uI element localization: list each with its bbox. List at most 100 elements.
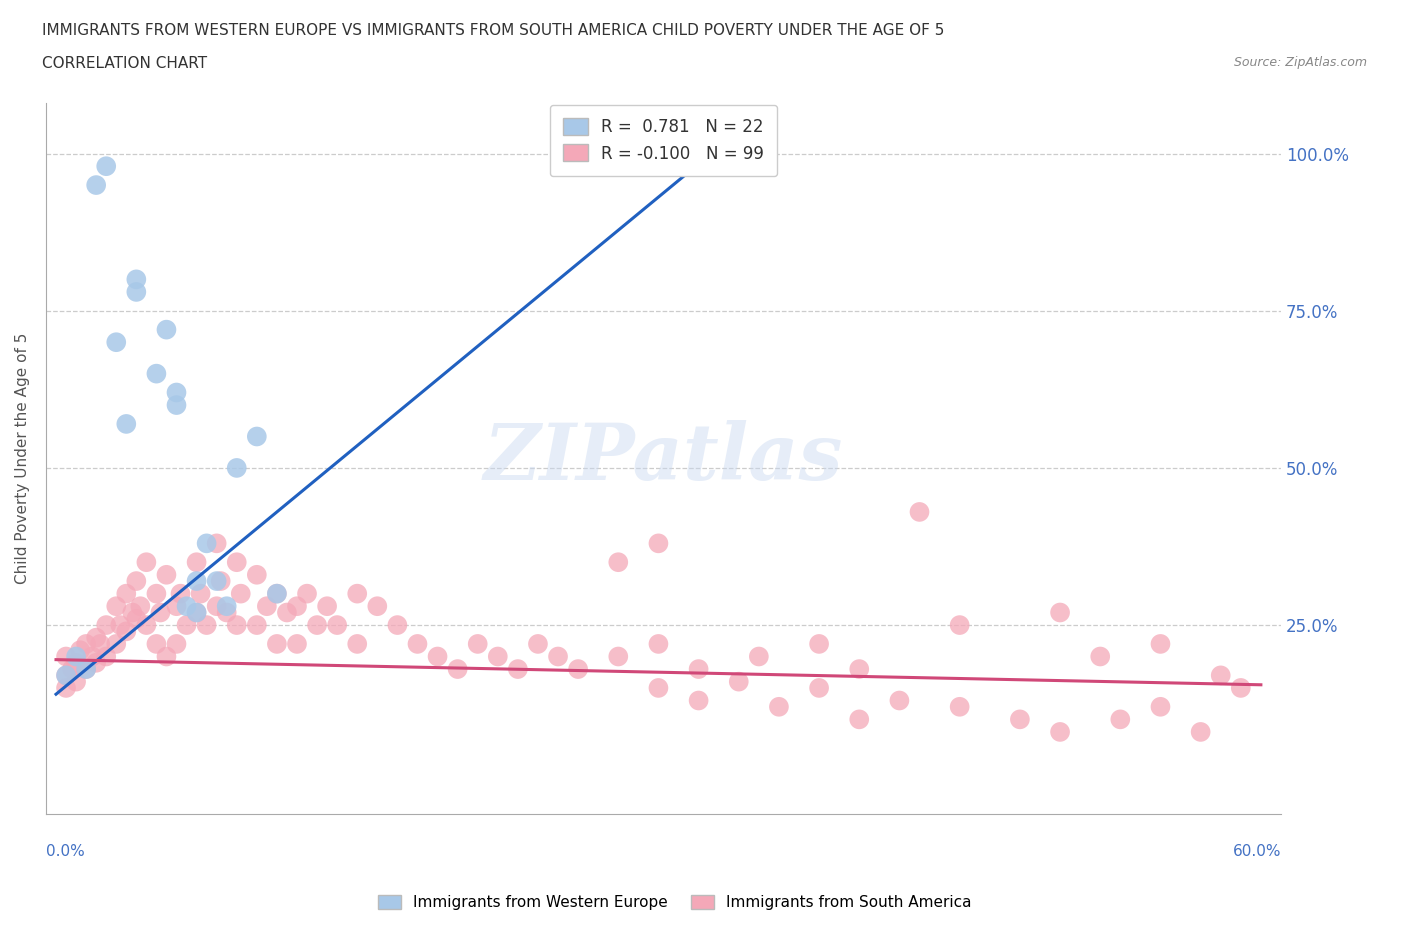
- Point: [908, 504, 931, 519]
- Point: [266, 636, 288, 651]
- Text: CORRELATION CHART: CORRELATION CHART: [42, 56, 207, 71]
- Point: [225, 618, 247, 632]
- Point: [82, 649, 104, 664]
- Point: [406, 636, 429, 651]
- Point: [215, 599, 238, 614]
- Point: [125, 574, 148, 589]
- Point: [1149, 699, 1171, 714]
- Point: [176, 599, 198, 614]
- Point: [426, 649, 449, 664]
- Point: [75, 661, 97, 676]
- Point: [285, 636, 308, 651]
- Point: [768, 699, 790, 714]
- Point: [647, 681, 669, 696]
- Y-axis label: Child Poverty Under the Age of 5: Child Poverty Under the Age of 5: [15, 333, 30, 584]
- Point: [316, 599, 339, 614]
- Point: [195, 536, 218, 551]
- Legend: R =  0.781   N = 22, R = -0.100   N = 99: R = 0.781 N = 22, R = -0.100 N = 99: [550, 104, 778, 176]
- Point: [145, 636, 167, 651]
- Point: [105, 636, 128, 651]
- Point: [55, 681, 77, 696]
- Point: [647, 536, 669, 551]
- Point: [149, 605, 172, 620]
- Point: [889, 693, 911, 708]
- Point: [125, 272, 148, 286]
- Point: [285, 599, 308, 614]
- Point: [129, 599, 152, 614]
- Point: [84, 631, 107, 645]
- Point: [1049, 605, 1071, 620]
- Point: [246, 567, 269, 582]
- Point: [121, 605, 143, 620]
- Point: [105, 335, 128, 350]
- Point: [60, 661, 83, 676]
- Point: [65, 656, 87, 671]
- Point: [1008, 712, 1031, 727]
- Point: [110, 618, 132, 632]
- Point: [115, 417, 138, 432]
- Point: [186, 605, 208, 620]
- Point: [1090, 649, 1112, 664]
- Point: [387, 618, 409, 632]
- Text: IMMIGRANTS FROM WESTERN EUROPE VS IMMIGRANTS FROM SOUTH AMERICA CHILD POVERTY UN: IMMIGRANTS FROM WESTERN EUROPE VS IMMIGR…: [42, 23, 945, 38]
- Point: [326, 618, 349, 632]
- Point: [266, 586, 288, 601]
- Point: [366, 599, 388, 614]
- Point: [848, 712, 870, 727]
- Point: [115, 586, 138, 601]
- Point: [229, 586, 252, 601]
- Point: [607, 555, 630, 570]
- Point: [145, 366, 167, 381]
- Text: ZIPatlas: ZIPatlas: [484, 420, 844, 497]
- Point: [346, 586, 368, 601]
- Point: [105, 599, 128, 614]
- Point: [688, 693, 710, 708]
- Point: [808, 681, 831, 696]
- Text: Source: ZipAtlas.com: Source: ZipAtlas.com: [1233, 56, 1367, 69]
- Point: [155, 649, 177, 664]
- Point: [307, 618, 329, 632]
- Point: [55, 668, 77, 683]
- Point: [486, 649, 509, 664]
- Point: [225, 555, 247, 570]
- Point: [96, 649, 118, 664]
- Point: [467, 636, 489, 651]
- Point: [688, 661, 710, 676]
- Point: [1189, 724, 1212, 739]
- Point: [135, 618, 157, 632]
- Point: [567, 661, 589, 676]
- Point: [145, 586, 167, 601]
- Point: [89, 636, 111, 651]
- Point: [215, 605, 238, 620]
- Point: [547, 649, 569, 664]
- Point: [446, 661, 468, 676]
- Point: [647, 636, 669, 651]
- Point: [276, 605, 298, 620]
- Point: [65, 649, 87, 664]
- Point: [96, 159, 118, 174]
- Point: [205, 599, 228, 614]
- Point: [186, 605, 208, 620]
- Point: [295, 586, 318, 601]
- Point: [1109, 712, 1132, 727]
- Point: [209, 574, 232, 589]
- Point: [176, 618, 198, 632]
- Legend: Immigrants from Western Europe, Immigrants from South America: Immigrants from Western Europe, Immigran…: [371, 887, 979, 918]
- Point: [84, 656, 107, 671]
- Point: [1209, 668, 1232, 683]
- Point: [949, 618, 972, 632]
- Point: [190, 586, 212, 601]
- Point: [75, 636, 97, 651]
- Point: [205, 574, 228, 589]
- Point: [195, 618, 218, 632]
- Text: 60.0%: 60.0%: [1233, 844, 1281, 859]
- Point: [808, 636, 831, 651]
- Point: [166, 636, 188, 651]
- Point: [607, 649, 630, 664]
- Point: [65, 674, 87, 689]
- Point: [186, 574, 208, 589]
- Point: [125, 611, 148, 626]
- Point: [246, 429, 269, 444]
- Text: 0.0%: 0.0%: [46, 844, 84, 859]
- Point: [135, 555, 157, 570]
